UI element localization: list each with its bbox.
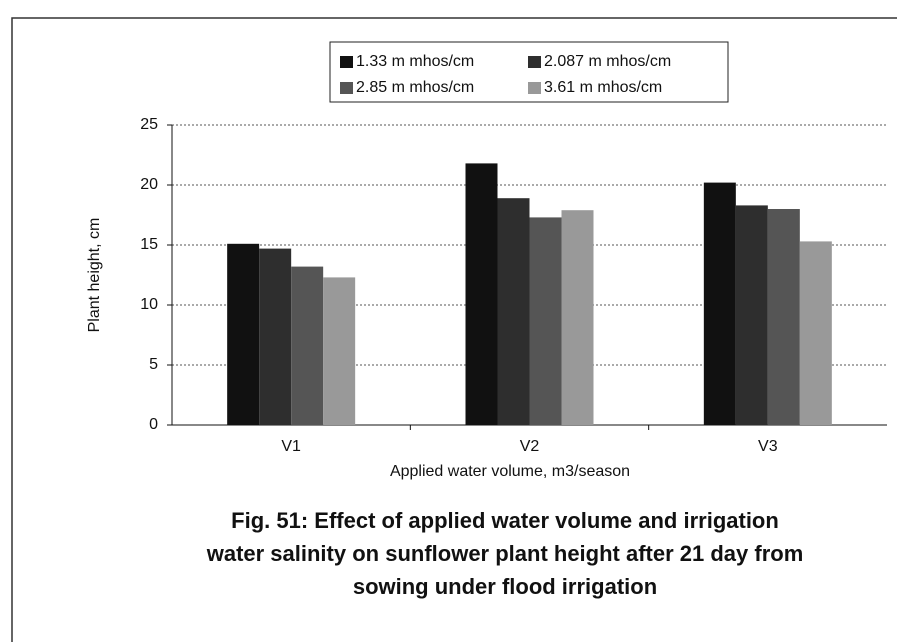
bar: [323, 277, 356, 425]
x-tick-label: V2: [520, 438, 540, 455]
y-tick-label: 10: [140, 296, 158, 313]
bar: [227, 243, 260, 425]
chart-title: sowing under flood irrigation: [353, 574, 657, 599]
chart-title: Fig. 51: Effect of applied water volume …: [231, 508, 779, 533]
bar: [561, 210, 594, 425]
legend-label: 2.85 m mhos/cm: [356, 79, 474, 96]
x-tick-label: V1: [281, 438, 301, 455]
y-tick-label: 25: [140, 116, 158, 133]
y-axis-label: Plant height, cm: [86, 218, 103, 333]
bar: [291, 266, 324, 425]
legend-label: 1.33 m mhos/cm: [356, 53, 474, 70]
bar: [529, 217, 562, 425]
bar: [799, 241, 832, 425]
x-tick-label: V3: [758, 438, 778, 455]
bar: [259, 248, 292, 425]
legend-swatch: [340, 82, 353, 94]
legend-label: 2.087 m mhos/cm: [544, 53, 671, 70]
y-tick-label: 5: [149, 356, 158, 373]
bar: [497, 198, 530, 425]
y-tick-label: 0: [149, 416, 158, 433]
y-tick-label: 15: [140, 236, 158, 253]
bar: [735, 205, 768, 425]
legend-swatch: [528, 82, 541, 94]
y-tick-label: 20: [140, 176, 158, 193]
legend-label: 3.61 m mhos/cm: [544, 79, 662, 96]
x-axis-label: Applied water volume, m3/season: [390, 463, 630, 480]
legend-swatch: [340, 56, 353, 68]
chart-title: water salinity on sunflower plant height…: [206, 541, 804, 566]
bar: [465, 163, 498, 425]
frame: [11, 17, 897, 642]
bar: [703, 182, 736, 425]
legend-swatch: [528, 56, 541, 68]
bar: [767, 209, 800, 425]
